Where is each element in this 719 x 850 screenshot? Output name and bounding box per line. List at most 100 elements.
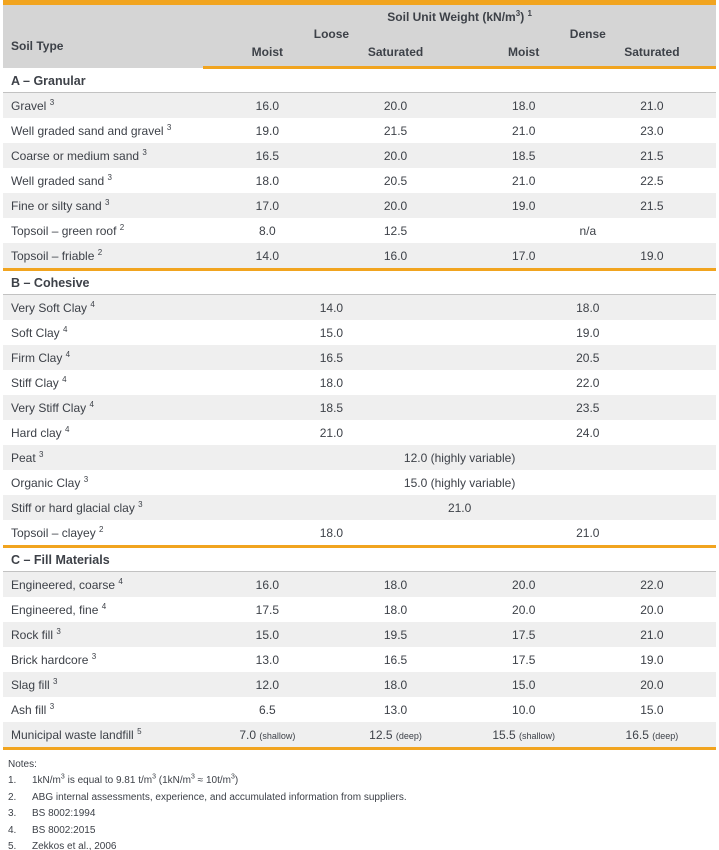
value-cell: 21.0 [587,92,716,118]
value-cell: 18.0 [459,294,716,320]
note-number: 5. [8,841,17,850]
value-qualifier: (deep) [652,730,679,741]
value-cell: 18.0 [383,602,408,617]
soil-type-column-header: Soil Type [11,39,64,54]
value-cell: 12.0 (highly variable) [203,445,716,470]
table-row: Engineered, coarse 4 16.0 18.0 20.0 22.0 [3,571,716,597]
soil-type-cell: Well graded sand and gravel 3 [11,122,172,138]
value-cell: 20.0 [640,602,664,617]
subcol-loose-moist: Moist [203,43,332,69]
soil-type-cell: Hard clay 4 [11,424,70,440]
value-cell: 19.0 [587,243,716,270]
value-cell: 21.5 [383,123,408,138]
value-cell: 18.0 [331,672,460,697]
value-cell: 18.5 [203,395,460,420]
value-cell: 23.0 [640,123,664,138]
value-cell: 22.0 [587,571,716,597]
soil-type-cell: Stiff or hard glacial clay 3 [3,495,204,520]
table-row: Fine or silty sand 3 17.0 20.0 19.0 21.5 [3,193,716,218]
value-cell: 12.0 [203,672,332,697]
table-row: Stiff Clay 4 18.0 22.0 [3,370,716,395]
note-number: 4. [8,824,17,836]
soil-type-cell: Gravel 3 [3,92,204,118]
value-cell: 22.5 [640,173,664,188]
table-row: Coarse or medium sand 3 16.5 20.0 18.5 21.5 [3,143,716,168]
value-cell: 18.0 [459,92,588,118]
soil-type-cell: Soft Clay 4 [11,324,68,340]
soil-type-cell: Firm Clay 4 [3,345,204,370]
table-row: Topsoil – green roof 2 8.0 12.5 n/a [3,218,716,243]
table-row: Soft Clay 4 15.0 19.0 [3,320,716,345]
table-header: Soil Unit Weight (kN/m3) 1 Soil Type Loo… [3,2,716,69]
table-title: Soil Unit Weight (kN/m3) 1 [387,9,532,25]
value-cell: 18.0 [319,375,344,390]
soil-type-cell: Topsoil – clayey 2 [11,524,104,540]
table-body: A – Granular Gravel 3 16.0 20.0 18.0 21.0 Well… [3,67,716,750]
note-text: BS 8002:2015 [32,824,96,836]
value-cell: 20.5 [383,173,408,188]
note-text: Zekkos et al., 2006 [32,841,117,850]
soil-type-cell: Very Soft Clay 4 [3,294,204,320]
note-item: 1. 1kN/m3 is equal to 9.81 t/m3 (1kN/m3 ≈… [8,773,716,790]
table-row: Very Soft Clay 4 14.0 18.0 [3,294,716,320]
soil-unit-weight-table: Soil Unit Weight (kN/m3) 1 Soil Type Loo… [3,0,716,750]
value-qualifier: (shallow) [259,730,296,741]
value-cell: n/a [579,223,597,238]
note-number: 2. [8,791,17,803]
value-cell: 17.0 [459,243,588,270]
notes-title: Notes: [8,759,37,770]
section-header-label: B – Cohesive [3,268,716,295]
value-cell: 16.5 (deep) [587,722,716,750]
value-cell: 15.0 [459,672,588,697]
value-cell: 21.0 [512,173,536,188]
value-cell: 21.0 [203,495,716,520]
value-cell: 8.0 [259,223,276,238]
value-cell: 17.0 [203,193,332,218]
note-number: 3. [8,808,17,819]
table-row: Peat 3 12.0 (highly variable) [3,445,716,470]
soil-type-cell: Fine or silty sand 3 [3,193,204,218]
note-text: 1kN/m3 is equal to 9.81 t/m3 (1kN/m3 ≈ 1… [32,773,239,786]
value-cell: 16.0 [203,92,332,118]
value-cell: 18.0 [255,173,280,188]
value-cell: 14.0 [203,243,332,270]
table-row: Municipal waste landfill 5 7.0 (shallow) 1… [3,722,716,750]
value-cell: 12.5 [383,223,408,238]
soil-type-cell: Ash fill 3 [11,701,55,717]
note-text: ABG internal assessments, experience, an… [32,791,407,803]
table-row: Hard clay 4 21.0 24.0 [3,420,716,445]
notes-block: Notes: 1. 1kN/m3 is equal to 9.81 t/m3 (1… [3,750,716,850]
value-cell: 21.0 [587,622,716,647]
table-row: Firm Clay 4 16.5 20.5 [3,345,716,370]
table-row: Very Stiff Clay 4 18.5 23.5 [3,395,716,420]
value-cell: 7.0 (shallow) [203,722,332,750]
value-cell: 16.0 [203,571,332,597]
value-cell: 23.5 [459,395,716,420]
notes-list: 1. 1kN/m3 is equal to 9.81 t/m3 (1kN/m3 ≈… [8,773,716,850]
value-cell: 16.5 [203,345,460,370]
table-row: Well graded sand and gravel 3 19.0 21.5 21.… [3,118,716,143]
section-header-row: A – Granular [3,67,716,93]
value-qualifier: (deep) [395,730,422,741]
group-header-dense: Dense [569,27,606,41]
value-cell: 20.5 [459,345,716,370]
value-cell: 21.0 [319,425,344,440]
value-cell: 19.0 [459,193,588,218]
value-cell: 20.0 [331,92,460,118]
table-row: Ash fill 3 6.5 13.0 10.0 15.0 [3,697,716,722]
value-cell: 15.5 (shallow) [459,722,588,750]
value-cell: 19.0 [640,652,664,667]
soil-type-cell: Topsoil – friable 2 [3,243,204,270]
header-spacer-cell [3,3,203,27]
value-cell: 6.5 [259,702,276,717]
soil-type-cell: Peat 3 [3,445,204,470]
value-cell: 22.0 [576,375,600,390]
value-cell: 19.0 [255,123,280,138]
value-cell: 18.5 [459,143,588,168]
table-title-row: Soil Unit Weight (kN/m3) 1 [3,3,716,27]
value-cell: 19.0 [576,325,600,340]
note-item: 2. ABG internal assessments, experience, … [8,790,716,807]
value-cell: 20.0 [512,602,536,617]
soil-type-cell: Brick hardcore 3 [11,651,97,667]
